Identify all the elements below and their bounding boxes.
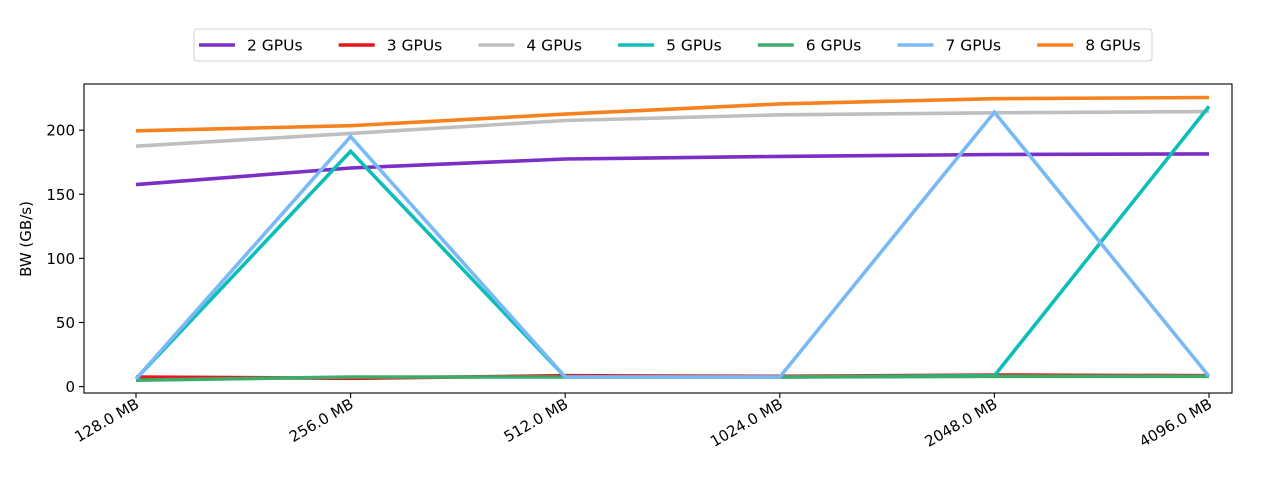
series-line-4-gpus (135, 109, 1210, 148)
y-tick-label: 100 (46, 250, 75, 268)
legend: 2 GPUs 3 GPUs 4 GPUs 5 GPUs 6 GPUs 7 GPUs 8 GP… (193, 28, 1153, 62)
x-tick-label: 4096.0 MB (1136, 395, 1215, 451)
legend-label: 3 GPUs (387, 37, 443, 55)
legend-label: 8 GPUs (1085, 37, 1141, 55)
plot-frame (83, 83, 1233, 394)
x-tick-label: 128.0 MB (72, 395, 142, 446)
y-axis-label: BW (GB/s) (17, 201, 35, 277)
y-tick-label: 0 (65, 378, 75, 396)
plot-area: 0 50 100 150 200 128.0 MB 256.0 MB 512.0 MB 1024… (46, 83, 1233, 451)
x-tick-label: 2048.0 MB (922, 395, 1001, 451)
legend-label: 6 GPUs (806, 37, 862, 55)
legend-label: 2 GPUs (247, 37, 303, 55)
series-line-8-gpus (135, 95, 1210, 133)
legend-label: 7 GPUs (946, 37, 1002, 55)
y-tick-label: 50 (56, 314, 75, 332)
y-tick-label: 200 (46, 122, 75, 140)
legend-box (193, 28, 1153, 62)
legend-label: 5 GPUs (666, 37, 722, 55)
series-line-7-gpus (134, 109, 1211, 381)
x-tick-label: 256.0 MB (286, 395, 356, 446)
x-tick-label: 1024.0 MB (707, 395, 786, 451)
legend-label: 4 GPUs (526, 37, 582, 55)
y-tick-label: 150 (46, 186, 75, 204)
series-line-5-gpus (134, 105, 1211, 381)
x-tick-label: 512.0 MB (501, 395, 571, 446)
